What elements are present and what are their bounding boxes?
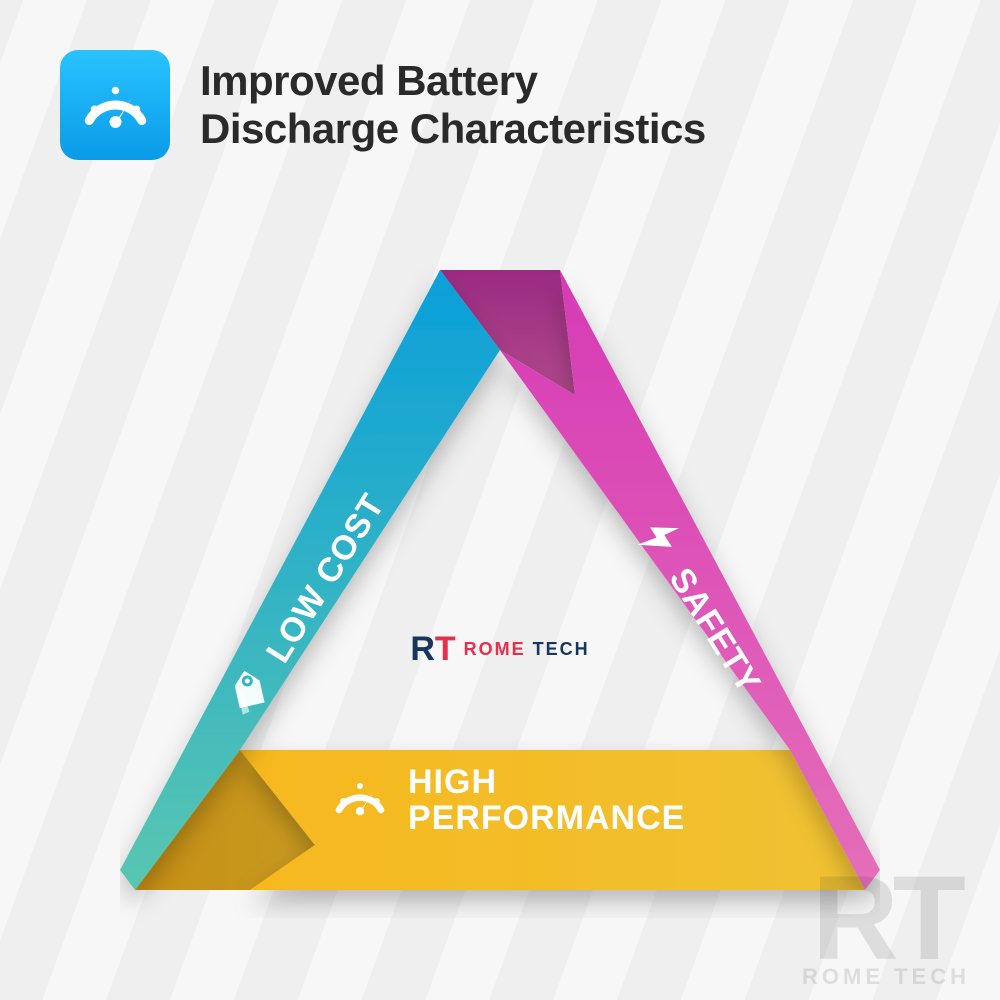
header: Improved Battery Discharge Characteristi…: [0, 0, 1000, 160]
watermark-brand: ROME TECH: [802, 964, 970, 990]
triangle-svg: [120, 250, 880, 950]
page-title: Improved Battery Discharge Characteristi…: [200, 57, 706, 154]
gauge-icon-small: [330, 768, 390, 833]
ribbon-bottom-label: HIGH PERFORMANCE: [408, 765, 685, 836]
bottom-line-1: HIGH: [408, 765, 685, 801]
triangle-infographic: LOW COST SAFETY HIGH PERFORMANCE: [120, 250, 880, 950]
watermark-rt: RT: [802, 864, 970, 972]
ribbon-bottom: HIGH PERFORMANCE: [330, 765, 685, 836]
center-logo: RT ROME TECH: [410, 630, 589, 669]
watermark: RT ROME TECH: [802, 864, 970, 990]
logo-rt-mark: RT: [410, 630, 455, 669]
title-line-1: Improved Battery: [200, 57, 706, 105]
gauge-icon-svg: [78, 68, 153, 143]
logo-wordmark: ROME TECH: [464, 639, 590, 660]
bottom-line-2: PERFORMANCE: [408, 801, 685, 837]
gauge-icon: [60, 50, 170, 160]
title-line-2: Discharge Characteristics: [200, 105, 706, 153]
